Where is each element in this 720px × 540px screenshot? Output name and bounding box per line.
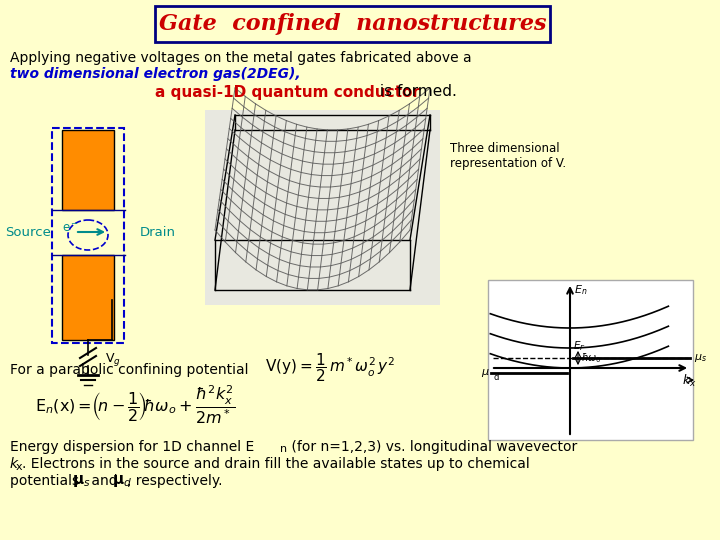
Text: $\mathbf{\mu}_s$: $\mathbf{\mu}_s$ xyxy=(72,473,91,489)
Text: x: x xyxy=(16,462,22,472)
Text: $k_x$: $k_x$ xyxy=(682,373,696,389)
Text: Source: Source xyxy=(5,226,51,239)
Text: $E_n$: $E_n$ xyxy=(574,283,588,297)
Text: two dimensional electron gas(2DEG),: two dimensional electron gas(2DEG), xyxy=(10,67,301,81)
Text: For a parabolic confining potential: For a parabolic confining potential xyxy=(10,363,248,377)
Text: $E_F$: $E_F$ xyxy=(573,339,586,353)
Text: $\hbar\omega_0$: $\hbar\omega_0$ xyxy=(581,351,602,365)
Text: . Electrons in the source and drain fill the available states up to chemical: . Electrons in the source and drain fill… xyxy=(22,457,530,471)
Bar xyxy=(62,255,114,340)
Text: Energy dispersion for 1D channel E: Energy dispersion for 1D channel E xyxy=(10,440,254,454)
Text: , respectively.: , respectively. xyxy=(127,474,222,488)
Text: $\mu$: $\mu$ xyxy=(481,367,490,379)
Text: Drain: Drain xyxy=(140,226,176,239)
Bar xyxy=(488,280,693,440)
Text: potentials: potentials xyxy=(10,474,84,488)
Bar xyxy=(52,128,124,343)
Text: Applying negative voltages on the metal gates fabricated above a: Applying negative voltages on the metal … xyxy=(10,51,472,65)
Text: a quasi-1D quantum conductor: a quasi-1D quantum conductor xyxy=(155,84,420,99)
Text: $\mathbf{\mu}_d$: $\mathbf{\mu}_d$ xyxy=(112,473,132,489)
Text: representation of V.: representation of V. xyxy=(450,157,566,170)
Text: (for n=1,2,3) vs. longitudinal wavevector: (for n=1,2,3) vs. longitudinal wavevecto… xyxy=(287,440,577,454)
Text: is formed.: is formed. xyxy=(375,84,457,99)
Text: $\mathrm{V(y)} = \dfrac{1}{2}\,m^*\omega_o^2\,y^2$: $\mathrm{V(y)} = \dfrac{1}{2}\,m^*\omega… xyxy=(265,352,395,384)
Bar xyxy=(62,130,114,210)
Text: and: and xyxy=(87,474,122,488)
Text: k: k xyxy=(10,457,18,471)
Text: V$_g$: V$_g$ xyxy=(105,352,121,368)
Text: Gate  confined  nanostructures: Gate confined nanostructures xyxy=(158,13,546,35)
Bar xyxy=(205,110,440,305)
Text: $\mu_s$: $\mu_s$ xyxy=(694,352,707,364)
Bar xyxy=(155,6,550,42)
Text: d: d xyxy=(493,373,498,381)
Text: e$^-$: e$^-$ xyxy=(62,221,79,234)
Text: Three dimensional: Three dimensional xyxy=(450,141,559,154)
Text: $\mathrm{E}_n\mathrm{(x)} = \!\left(\!n - \dfrac{1}{2}\!\right)\!\hbar\omega_o +: $\mathrm{E}_n\mathrm{(x)} = \!\left(\!n … xyxy=(35,383,235,427)
Text: n: n xyxy=(280,444,287,454)
